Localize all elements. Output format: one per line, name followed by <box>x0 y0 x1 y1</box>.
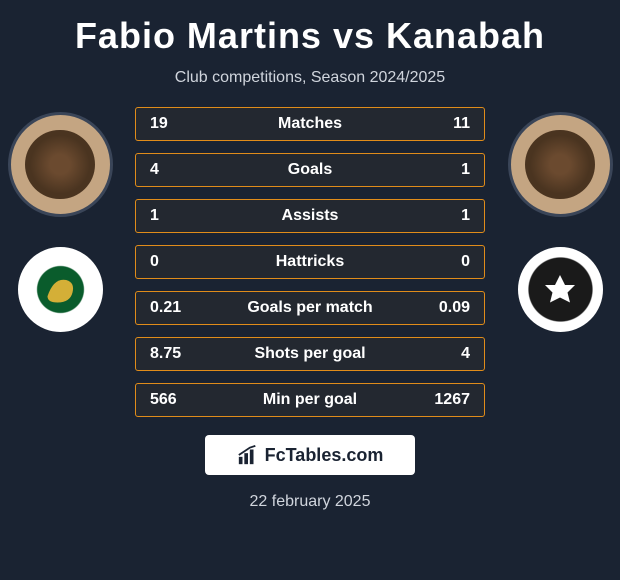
stat-row-hattricks: 0 Hattricks 0 <box>135 245 485 279</box>
page-title: Fabio Martins vs Kanabah <box>75 15 545 57</box>
stat-label: Min per goal <box>200 391 420 409</box>
left-club-logo <box>18 247 103 332</box>
stat-left-value: 1 <box>150 207 200 225</box>
stat-row-gpm: 0.21 Goals per match 0.09 <box>135 291 485 325</box>
stat-right-value: 0 <box>420 253 470 271</box>
stat-label: Hattricks <box>200 253 420 271</box>
stat-left-value: 8.75 <box>150 345 200 363</box>
subtitle: Club competitions, Season 2024/2025 <box>175 69 445 87</box>
stat-right-value: 0.09 <box>420 299 470 317</box>
right-player-avatar <box>508 112 613 217</box>
stat-left-value: 0 <box>150 253 200 271</box>
stat-right-value: 4 <box>420 345 470 363</box>
stat-label: Goals per match <box>200 299 420 317</box>
left-player-column <box>0 112 120 332</box>
stat-right-value: 11 <box>420 115 470 133</box>
stat-row-spg: 8.75 Shots per goal 4 <box>135 337 485 371</box>
stat-label: Assists <box>200 207 420 225</box>
stat-right-value: 1 <box>420 207 470 225</box>
date-label: 22 february 2025 <box>250 493 371 511</box>
stat-label: Matches <box>200 115 420 133</box>
main-area: 19 Matches 11 4 Goals 1 1 Assists 1 0 Ha… <box>0 107 620 417</box>
left-player-avatar <box>8 112 113 217</box>
stat-left-value: 4 <box>150 161 200 179</box>
stat-label: Shots per goal <box>200 345 420 363</box>
stat-row-mpg: 566 Min per goal 1267 <box>135 383 485 417</box>
stats-column: 19 Matches 11 4 Goals 1 1 Assists 1 0 Ha… <box>135 107 485 417</box>
stat-label: Goals <box>200 161 420 179</box>
stat-right-value: 1267 <box>420 391 470 409</box>
chart-icon <box>237 444 259 466</box>
branding-badge: FcTables.com <box>205 435 415 475</box>
avatar-placeholder <box>525 130 594 199</box>
right-player-column <box>500 112 620 332</box>
stat-row-goals: 4 Goals 1 <box>135 153 485 187</box>
stat-left-value: 0.21 <box>150 299 200 317</box>
stat-row-assists: 1 Assists 1 <box>135 199 485 233</box>
stat-row-matches: 19 Matches 11 <box>135 107 485 141</box>
avatar-placeholder <box>25 130 94 199</box>
stat-left-value: 19 <box>150 115 200 133</box>
stat-right-value: 1 <box>420 161 470 179</box>
infographic-container: Fabio Martins vs Kanabah Club competitio… <box>0 0 620 580</box>
right-club-logo <box>518 247 603 332</box>
branding-text: FcTables.com <box>265 445 384 466</box>
stat-left-value: 566 <box>150 391 200 409</box>
